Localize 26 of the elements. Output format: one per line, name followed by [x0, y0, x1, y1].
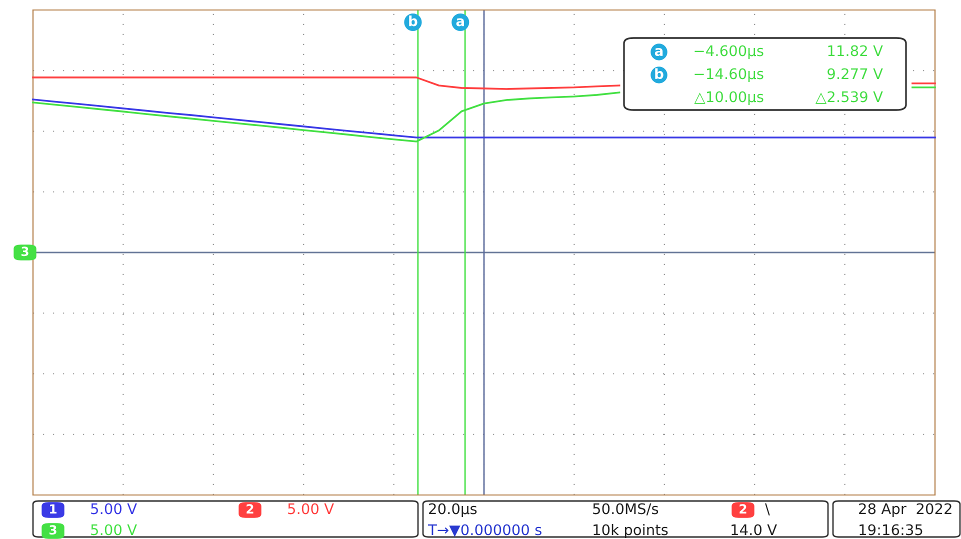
text: T→▼0.000000 s: [428, 524, 542, 537]
text: a: [456, 18, 464, 26]
text: 28 Apr 2022: [859, 503, 952, 518]
text: 19:16:35: [860, 524, 922, 536]
text: 5.00 V: [91, 503, 137, 514]
text: 2: [246, 504, 254, 514]
annotation: 9.277 V: [828, 68, 883, 80]
text: 3: [21, 246, 28, 256]
text: −4.600µs: [694, 45, 764, 60]
text: 50.0MS/s: [593, 503, 658, 516]
text: 1: [50, 504, 56, 514]
text: 3: [49, 525, 56, 535]
annotation: △2.539 V: [815, 91, 883, 104]
text: 14.0 V: [732, 524, 777, 536]
text: 5.00 V: [91, 524, 137, 536]
text: a: [654, 48, 663, 56]
annotation: b: [655, 68, 664, 80]
text: 2: [740, 504, 746, 514]
text: 10k points: [594, 524, 668, 538]
text: b: [409, 16, 418, 26]
text: 20.0µs: [429, 503, 477, 518]
annotation: −14.60µs: [694, 68, 764, 82]
annotation: △10.00µs: [694, 91, 764, 106]
text: 11.82 V: [828, 45, 883, 56]
text: \: [765, 503, 770, 516]
text: 5.00 V: [288, 503, 334, 514]
